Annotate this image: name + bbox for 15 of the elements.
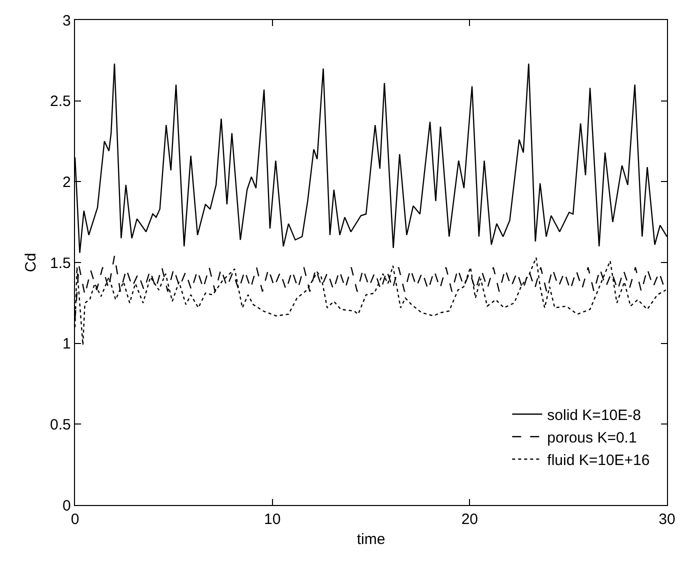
- y-axis-title: Cd: [22, 252, 40, 272]
- y-tick-label: 1.5: [50, 254, 71, 272]
- legend-label: porous K=0.1: [547, 430, 637, 446]
- legend-label: fluid K=10E+16: [547, 452, 650, 469]
- y-tick-label: 0: [62, 497, 71, 514]
- x-tick-label: 20: [461, 511, 478, 528]
- y-tick-label: 1: [62, 336, 71, 353]
- x-tick-label: 30: [658, 511, 676, 528]
- x-tick-label: 10: [264, 511, 281, 528]
- legend-label: solid K=10E-8: [547, 407, 641, 424]
- y-tick-label: 3: [62, 12, 71, 30]
- y-tick-label: 2: [62, 174, 71, 191]
- y-tick-label: 2.5: [50, 93, 71, 110]
- y-tick-label: 0.5: [50, 416, 71, 434]
- x-axis-title: time: [356, 531, 386, 548]
